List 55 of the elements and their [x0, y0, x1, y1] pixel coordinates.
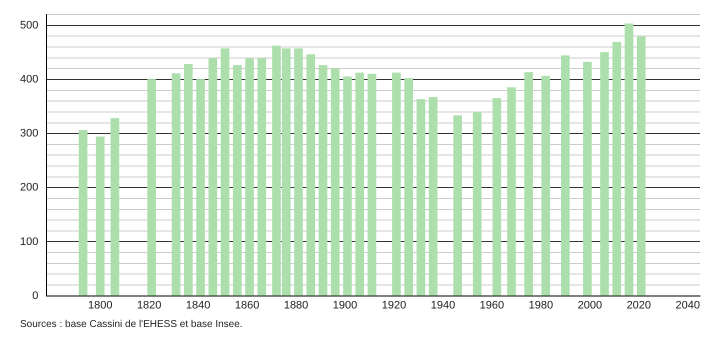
bar — [636, 36, 646, 296]
bar — [184, 64, 193, 296]
x-tick-label: 2020 — [626, 299, 652, 312]
x-tick-label: 2000 — [578, 299, 602, 312]
x-tick-label: 1820 — [136, 299, 162, 312]
bar — [245, 58, 254, 296]
bar — [208, 58, 218, 296]
bar — [428, 97, 438, 296]
y-tick-label: 0 — [32, 290, 38, 302]
x-tick-label: 1880 — [284, 299, 308, 312]
y-tick-label: 100 — [20, 236, 38, 248]
bar — [257, 58, 266, 296]
bar — [355, 72, 364, 296]
bar — [416, 99, 426, 296]
bar — [343, 76, 352, 296]
bar — [524, 72, 533, 296]
bar — [196, 79, 205, 296]
x-tick-label: 1960 — [480, 299, 504, 312]
x-tick-label: 1920 — [382, 299, 406, 312]
x-tick-label: 2040 — [676, 299, 700, 312]
x-tick-label: 1860 — [234, 299, 260, 312]
y-tick-label: 500 — [20, 19, 38, 32]
bar — [392, 72, 401, 296]
x-tick-label: 1840 — [186, 299, 210, 312]
bar — [306, 54, 316, 296]
bar — [330, 68, 340, 296]
bar — [220, 48, 230, 296]
y-tick-label: 200 — [20, 182, 38, 194]
bar — [600, 52, 609, 296]
bar — [232, 65, 242, 296]
bar — [96, 136, 105, 296]
bar — [110, 118, 120, 296]
x-tick-label: 1980 — [528, 299, 554, 312]
bar — [583, 62, 592, 296]
bar — [294, 48, 303, 296]
bar — [492, 98, 502, 296]
x-tick-label: 1940 — [430, 299, 456, 312]
bar — [453, 115, 462, 296]
bar — [368, 74, 376, 296]
bar — [612, 42, 622, 296]
bar — [472, 112, 482, 296]
bar — [404, 78, 414, 296]
bar — [624, 23, 634, 296]
y-tick-label: 300 — [20, 128, 38, 140]
bar — [78, 130, 88, 296]
bar — [147, 79, 156, 296]
bar — [318, 65, 328, 296]
x-tick-label: 1900 — [332, 299, 358, 312]
bar — [172, 73, 180, 296]
bar — [541, 76, 550, 296]
bar — [561, 55, 570, 296]
y-tick-label: 400 — [20, 74, 38, 86]
x-tick-label: 1800 — [88, 299, 112, 312]
source-note: Sources : base Cassini de l'EHESS et base Insee. — [20, 319, 243, 330]
bar — [507, 87, 516, 296]
